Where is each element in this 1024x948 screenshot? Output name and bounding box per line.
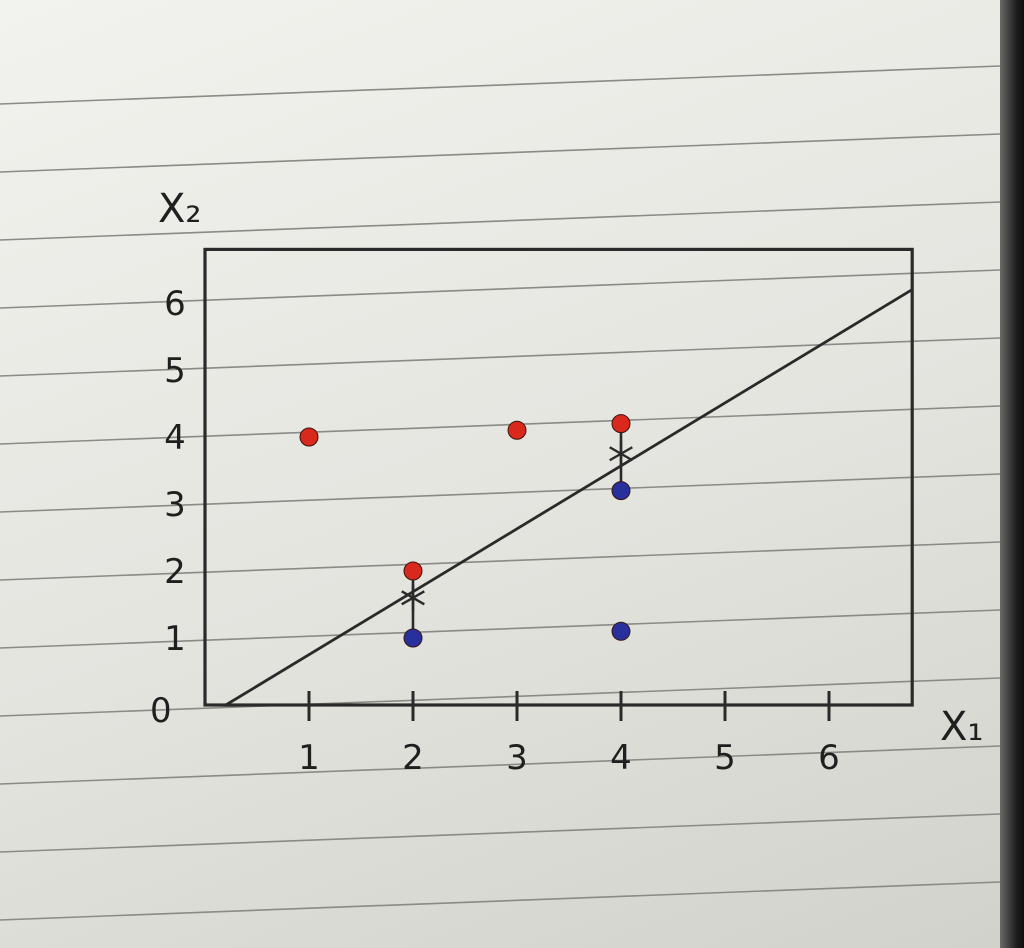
origin-label: 0 [150,691,172,731]
ruled-line [0,473,1001,513]
x-axis-label: X₁ [940,704,983,750]
x-axis-ticks: 1 2 3 4 5 6 [298,691,840,778]
y-axis-ticks: 1 2 3 4 5 6 [164,284,186,659]
x-tick-label: 2 [402,738,424,778]
data-point [507,420,527,440]
ruled-line [0,65,1001,105]
x-tick-label: 1 [298,738,320,778]
y-tick-label: 6 [164,284,186,324]
x-tick-label: 4 [610,738,632,778]
ruled-line [0,405,1001,445]
projection-star-mark [401,584,425,611]
ruled-line [0,881,1001,921]
data-point [611,414,631,434]
data-point [299,427,319,447]
ruled-line [0,677,1001,717]
ruled-line [0,201,1001,241]
y-tick-label: 1 [164,619,186,659]
ruled-line [0,337,1001,377]
data-point [611,481,631,501]
plot-frame [203,247,914,707]
ruled-line [0,745,1001,785]
y-tick-label: 2 [164,552,186,592]
y-axis-label: X₂ [158,186,201,232]
page-edge-shadow [1000,0,1024,948]
data-point [403,628,423,648]
separating-line [224,288,914,707]
ruled-line [0,269,1001,309]
ruled-line [0,133,1001,173]
x-tick-label: 6 [818,738,840,778]
data-points [299,414,631,648]
notebook-paper [0,0,1000,948]
plot-area: 1 2 3 4 5 6 1 2 3 4 5 6 [164,247,914,778]
projection-marks [401,423,633,638]
ruled-line [0,609,1001,649]
projection-star-mark [609,440,633,467]
y-tick-label: 5 [164,351,186,391]
data-point [611,621,631,641]
x-tick-label: 5 [714,738,736,778]
ruled-lines [0,65,1001,921]
data-point [403,561,423,581]
ruled-line [0,813,1001,853]
x-tick-label: 3 [506,738,528,778]
ruled-line [0,541,1001,581]
y-tick-label: 4 [164,418,186,458]
y-tick-label: 3 [164,485,186,525]
